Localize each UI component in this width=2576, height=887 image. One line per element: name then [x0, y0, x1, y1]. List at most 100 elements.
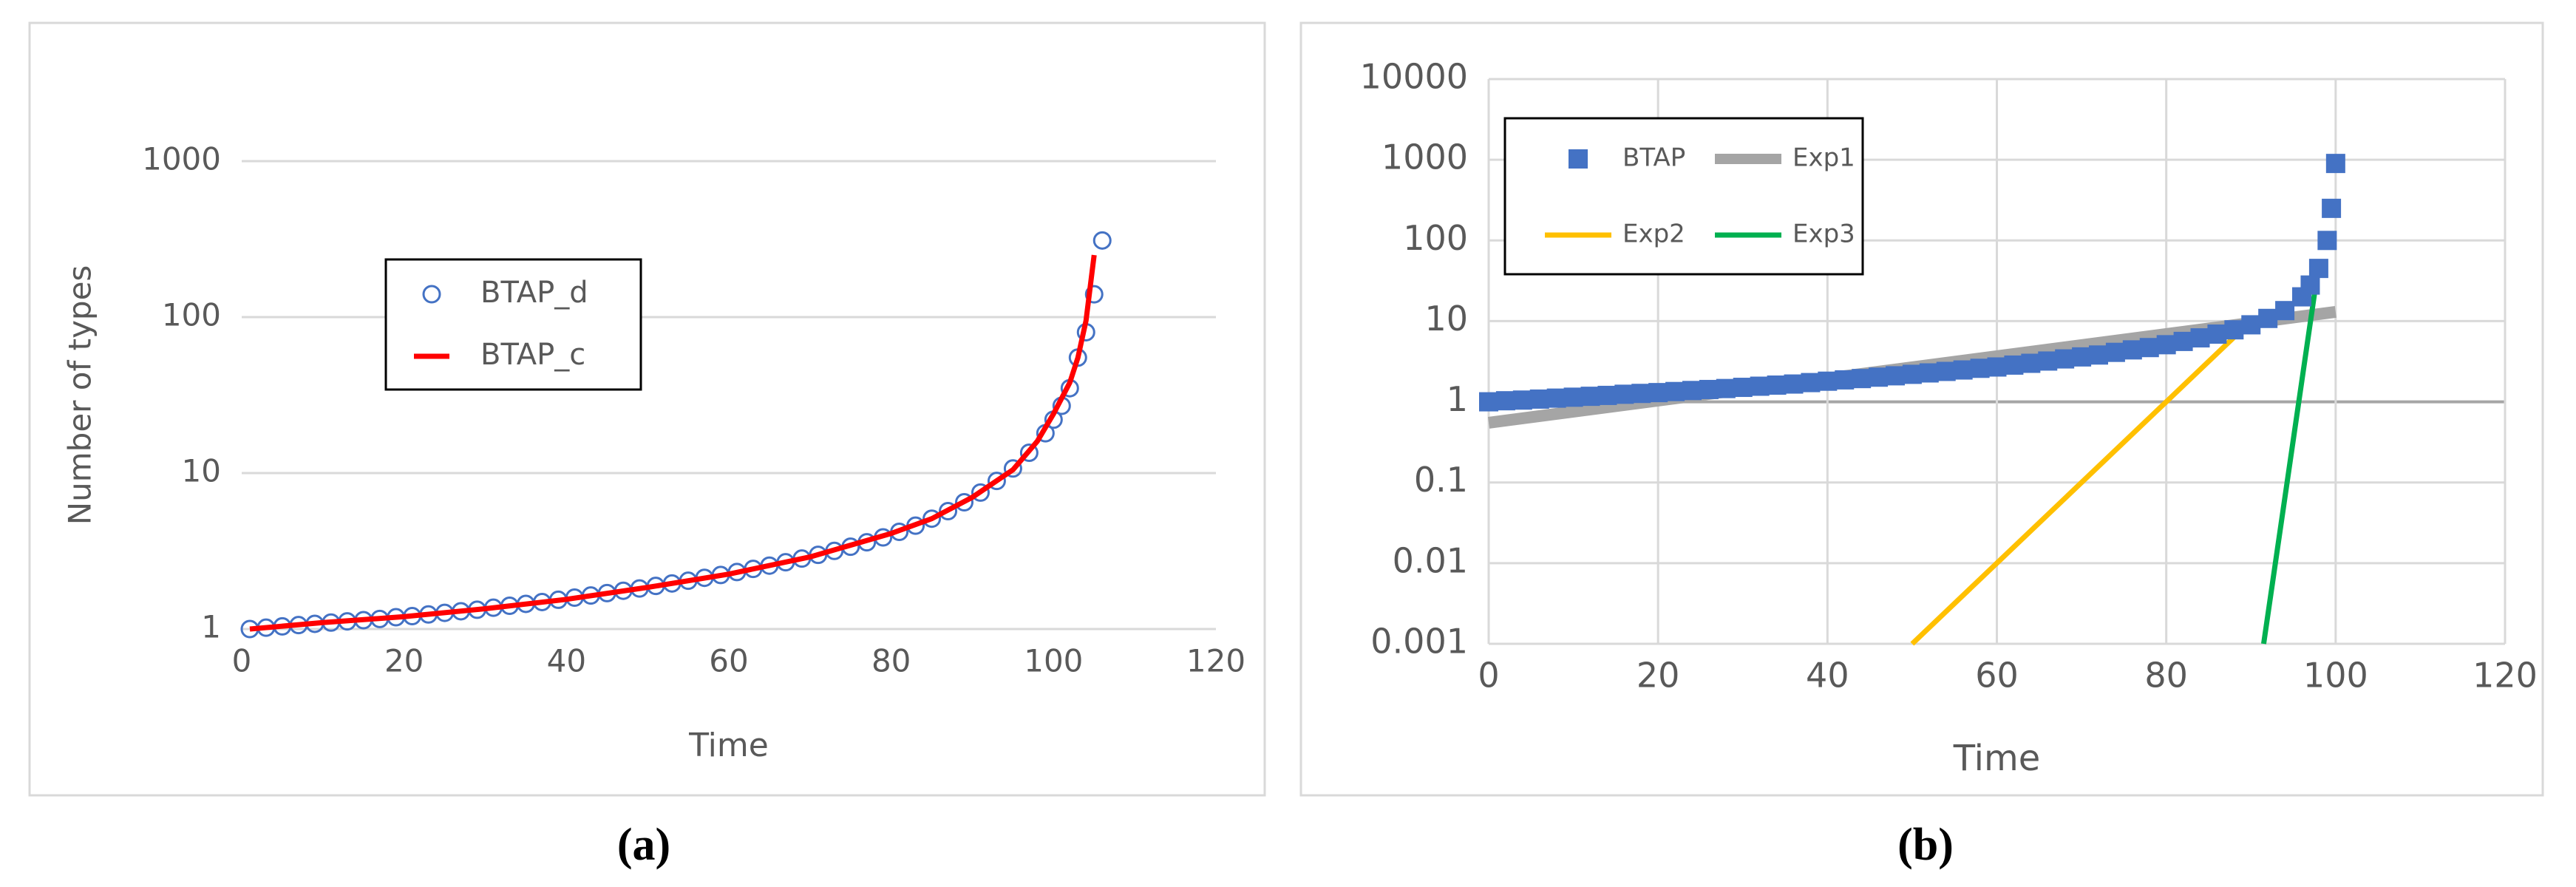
- legend-label: Exp2: [1622, 220, 1685, 249]
- x-axis-label: Time: [688, 727, 769, 764]
- x-axis-label: Time: [1953, 738, 2040, 779]
- plot-area: [1479, 154, 2345, 646]
- point: [1987, 357, 2007, 377]
- point: [1919, 363, 1939, 383]
- y-tick-label: 0.01: [1393, 540, 1468, 580]
- point: [1495, 391, 1515, 411]
- point: [1597, 385, 1617, 405]
- point: [1869, 367, 1889, 387]
- point: [2038, 351, 2058, 371]
- point: [2258, 308, 2278, 328]
- point: [1716, 378, 1736, 398]
- point: [1580, 387, 1600, 407]
- point: [1936, 361, 1956, 381]
- y-tick-label: 1: [201, 609, 221, 645]
- y-tick-label: 100: [1403, 218, 1468, 258]
- point: [1801, 373, 1821, 392]
- point: [2122, 340, 2142, 360]
- point: [2241, 315, 2261, 335]
- point: [1733, 378, 1753, 398]
- x-tick-label: 80: [2144, 656, 2188, 696]
- point: [1512, 390, 1532, 410]
- point: [2275, 301, 2295, 321]
- legend-box: [384, 258, 642, 391]
- legend-label: Exp3: [1792, 220, 1855, 249]
- point: [2156, 335, 2176, 355]
- point: [2308, 259, 2328, 279]
- point: [1953, 360, 1973, 380]
- point: [1682, 381, 1702, 401]
- point: [1529, 389, 1549, 409]
- x-tick-label: 0: [232, 643, 252, 679]
- y-tick-label: 1: [1447, 379, 1468, 419]
- y-tick-label: 0.1: [1414, 460, 1468, 500]
- x-tick-label: 40: [547, 643, 586, 679]
- x-tick-label: 40: [1806, 656, 1849, 696]
- point: [1665, 381, 1685, 401]
- point: [2300, 275, 2320, 295]
- legend-label: BTAP: [1622, 143, 1685, 173]
- line: [2260, 264, 2322, 645]
- y-tick-label: 1000: [1382, 137, 1468, 177]
- point: [1852, 369, 1872, 389]
- caption: (b): [1897, 820, 1954, 870]
- point: [2004, 355, 2024, 375]
- point: [2072, 347, 2092, 367]
- point: [1092, 231, 1112, 250]
- y-tick-label: 10000: [1360, 57, 1468, 97]
- caption: (a): [617, 820, 670, 870]
- x-tick-label: 60: [709, 643, 748, 679]
- point: [2105, 342, 2125, 362]
- line: [1910, 319, 2253, 646]
- x-tick-label: 100: [2303, 656, 2368, 696]
- point: [1563, 387, 1583, 407]
- plot-area: [240, 231, 1112, 639]
- point: [2021, 353, 2041, 373]
- point: [1019, 443, 1039, 462]
- x-tick-label: 120: [2473, 656, 2538, 696]
- point: [1546, 388, 1566, 408]
- x-tick-label: 20: [1637, 656, 1680, 696]
- x-tick-label: 100: [1024, 643, 1083, 679]
- x-tick-label: 20: [384, 643, 424, 679]
- point: [2325, 154, 2345, 174]
- point: [987, 472, 1006, 491]
- line: [249, 254, 1097, 632]
- point: [939, 502, 958, 521]
- point: [1699, 379, 1719, 399]
- point: [2055, 349, 2075, 369]
- point: [2089, 345, 2108, 365]
- point: [1084, 285, 1104, 304]
- point: [1886, 366, 1905, 386]
- point: [1750, 376, 1770, 396]
- y-tick-label: 0.001: [1370, 622, 1468, 662]
- legend-symbol: [422, 285, 441, 304]
- y-tick-label: 1000: [142, 141, 221, 177]
- point: [2139, 338, 2159, 358]
- x-tick-label: 80: [871, 643, 911, 679]
- point: [1648, 383, 1668, 403]
- point: [1614, 384, 1634, 404]
- point: [1902, 364, 1922, 384]
- point: [1003, 459, 1022, 478]
- legend-label: BTAP_c: [480, 338, 585, 372]
- point: [955, 492, 974, 512]
- legend-label: Exp1: [1792, 143, 1855, 173]
- point: [2207, 324, 2227, 344]
- y-tick-label: 100: [162, 297, 221, 333]
- point: [1784, 374, 1804, 394]
- point: [922, 509, 942, 529]
- point: [1479, 392, 1498, 412]
- legend-label: BTAP_d: [480, 276, 588, 310]
- point: [2173, 331, 2193, 351]
- point: [971, 483, 990, 502]
- point: [1835, 370, 1855, 390]
- point: [1818, 371, 1838, 391]
- point: [2190, 328, 2210, 348]
- legend-box: [1503, 117, 1864, 276]
- y-axis-label: Number of types: [62, 265, 98, 526]
- point: [1970, 358, 1990, 378]
- point: [1767, 375, 1787, 395]
